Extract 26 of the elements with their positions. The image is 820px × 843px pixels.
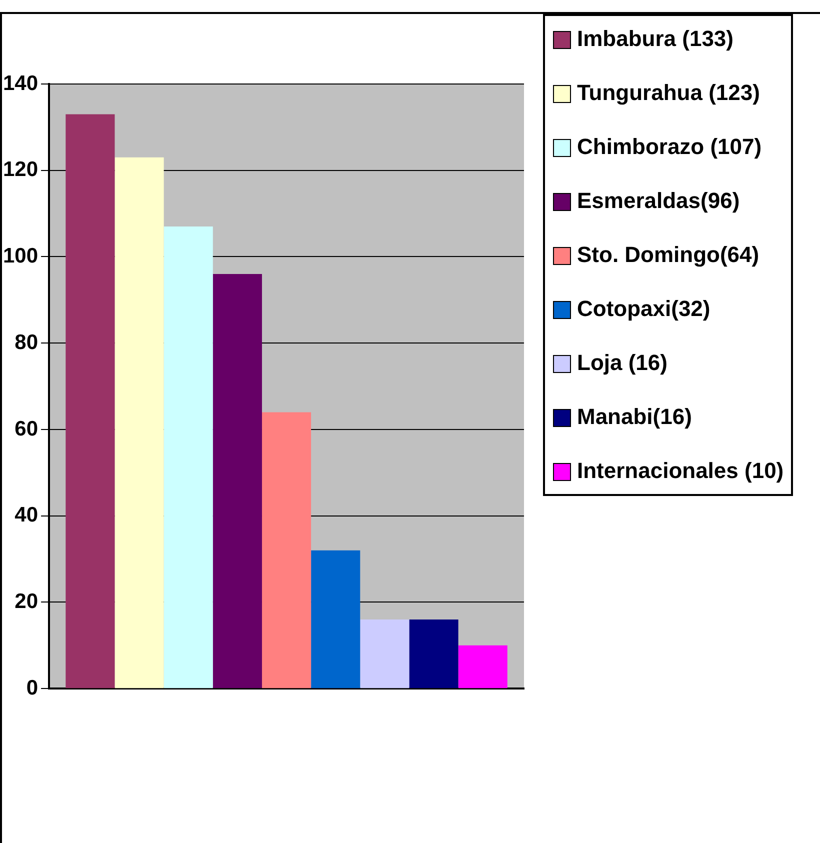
legend-label: Internacionales (10) [577, 457, 784, 485]
y-tick-label: 140 [2, 72, 38, 95]
legend-label: Esmeraldas(96) [577, 187, 740, 215]
y-tick-label: 0 [26, 676, 38, 700]
y-tick-label: 100 [2, 244, 38, 268]
legend-label: Manabi(16) [577, 403, 692, 431]
bar [409, 620, 458, 688]
y-tick-label: 120 [2, 158, 38, 182]
y-tick-label: 80 [14, 330, 38, 354]
legend-label: Cotopaxi(32) [577, 295, 710, 323]
bar [114, 157, 164, 688]
legend-label: Imbabura (133) [577, 25, 734, 53]
bar [164, 226, 213, 688]
bar [458, 645, 508, 688]
legend-label: Tungurahua (123) [577, 79, 760, 107]
y-tick-label: 60 [14, 417, 38, 440]
bar [262, 412, 312, 688]
y-tick-label: 40 [14, 504, 38, 527]
legend-label: Chimborazo (107) [577, 133, 762, 161]
legend-label: Sto. Domingo(64) [577, 241, 760, 269]
bar [360, 620, 410, 688]
bar [66, 114, 115, 688]
y-tick-label: 20 [14, 590, 38, 614]
legend-label: Loja (16) [577, 349, 668, 377]
bar [311, 550, 360, 688]
bar [212, 274, 262, 688]
